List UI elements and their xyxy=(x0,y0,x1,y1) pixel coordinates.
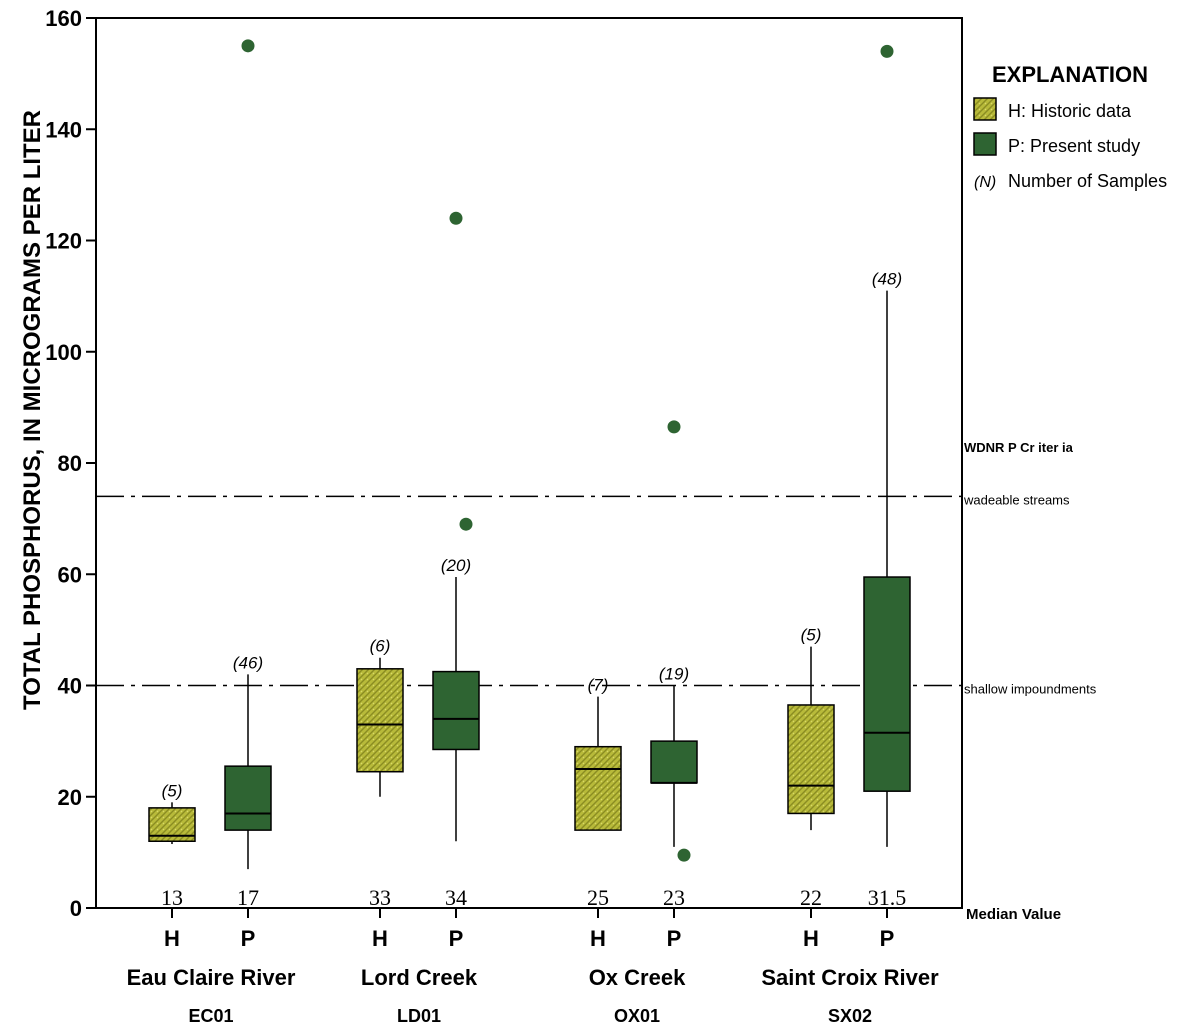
reference-line-label: shallow impoundments xyxy=(964,682,1097,697)
site-code-label: EC01 xyxy=(188,1006,233,1026)
site-name-label: Lord Creek xyxy=(361,965,478,990)
median-value-label: 17 xyxy=(237,885,259,910)
legend-title: EXPLANATION xyxy=(992,62,1148,87)
median-value-label: 34 xyxy=(445,885,467,910)
legend: EXPLANATION H: Historic data P: Present … xyxy=(973,62,1167,191)
outlier-point xyxy=(880,44,894,58)
box xyxy=(574,745,622,831)
x-tick-label: P xyxy=(880,926,895,951)
median-value-label: 33 xyxy=(369,885,391,910)
y-tick-label: 160 xyxy=(45,6,82,31)
site-group: (5) 13 H (46) 17 P Eau Claire River EC01 xyxy=(127,39,296,1026)
y-axis-title: TOTAL PHOSPHORUS, IN MICROGRAMS PER LITE… xyxy=(19,110,46,710)
x-tick-label: H xyxy=(372,926,388,951)
site-group: (7) 25 H (19) 23 P Ox Creek OX01 xyxy=(574,420,698,1026)
site-code-label: SX02 xyxy=(828,1006,872,1026)
legend-symbol-n: (N) xyxy=(974,174,996,191)
median-value-label: 23 xyxy=(663,885,685,910)
outlier-point xyxy=(667,420,681,434)
median-value-label: 22 xyxy=(800,885,822,910)
legend-label-historic: H: Historic data xyxy=(1008,101,1132,121)
box xyxy=(863,576,911,792)
median-value-label: 13 xyxy=(161,885,183,910)
sample-count-label: (19) xyxy=(659,665,689,684)
x-tick-label: H xyxy=(803,926,819,951)
sample-count-label: (5) xyxy=(162,781,183,800)
sample-count-label: (46) xyxy=(233,653,263,672)
site-code-label: LD01 xyxy=(397,1006,441,1026)
box xyxy=(787,704,835,815)
y-tick-label: 80 xyxy=(58,451,82,476)
legend-label-present: P: Present study xyxy=(1008,136,1140,156)
sample-count-label: (7) xyxy=(588,676,609,695)
box xyxy=(224,765,272,831)
outlier-point xyxy=(459,517,473,531)
x-tick-label: P xyxy=(667,926,682,951)
x-tick-label: H xyxy=(164,926,180,951)
box xyxy=(650,740,698,784)
y-axis: 0 20 40 60 80 100 120 140 160 xyxy=(45,6,96,921)
y-tick-label: 100 xyxy=(45,340,82,365)
y-tick-label: 0 xyxy=(70,896,82,921)
site-name-label: Saint Croix River xyxy=(761,965,939,990)
sample-count-label: (48) xyxy=(872,270,902,289)
legend-label-n: Number of Samples xyxy=(1008,171,1167,191)
y-tick-label: 20 xyxy=(58,785,82,810)
site-group: (6) 33 H (20) 34 P Lord Creek LD01 xyxy=(356,211,480,1026)
reference-line-label: wadeable streams xyxy=(963,492,1070,507)
site-group: (5) 22 H (48) 31.5 P Saint Croix River SX02 xyxy=(761,44,939,1026)
outlier-point xyxy=(449,211,463,225)
site-name-label: Eau Claire River xyxy=(127,965,296,990)
sample-count-label: (20) xyxy=(441,556,471,575)
plot-frame xyxy=(95,17,963,909)
median-value-label: 25 xyxy=(587,885,609,910)
criteria-title: WDNR P Cr iter ia xyxy=(964,440,1074,455)
y-tick-label: 60 xyxy=(58,562,82,587)
outlier-point xyxy=(241,39,255,53)
y-tick-label: 140 xyxy=(45,117,82,142)
box xyxy=(432,670,480,751)
outlier-point xyxy=(677,848,691,862)
legend-swatch-present xyxy=(973,132,997,156)
site-name-label: Ox Creek xyxy=(589,965,686,990)
sample-count-label: (6) xyxy=(370,637,391,656)
box xyxy=(356,668,404,773)
sample-count-label: (5) xyxy=(801,626,822,645)
reference-lines: wadeable streams shallow impoundments xyxy=(96,492,1097,697)
legend-swatch-historic xyxy=(973,97,997,121)
y-tick-label: 40 xyxy=(58,674,82,699)
median-value-label: 31.5 xyxy=(868,885,907,910)
median-row-title: Median Value xyxy=(966,906,1061,923)
x-tick-label: H xyxy=(590,926,606,951)
x-tick-label: P xyxy=(449,926,464,951)
x-tick-label: P xyxy=(241,926,256,951)
site-code-label: OX01 xyxy=(614,1006,660,1026)
y-tick-label: 120 xyxy=(45,229,82,254)
